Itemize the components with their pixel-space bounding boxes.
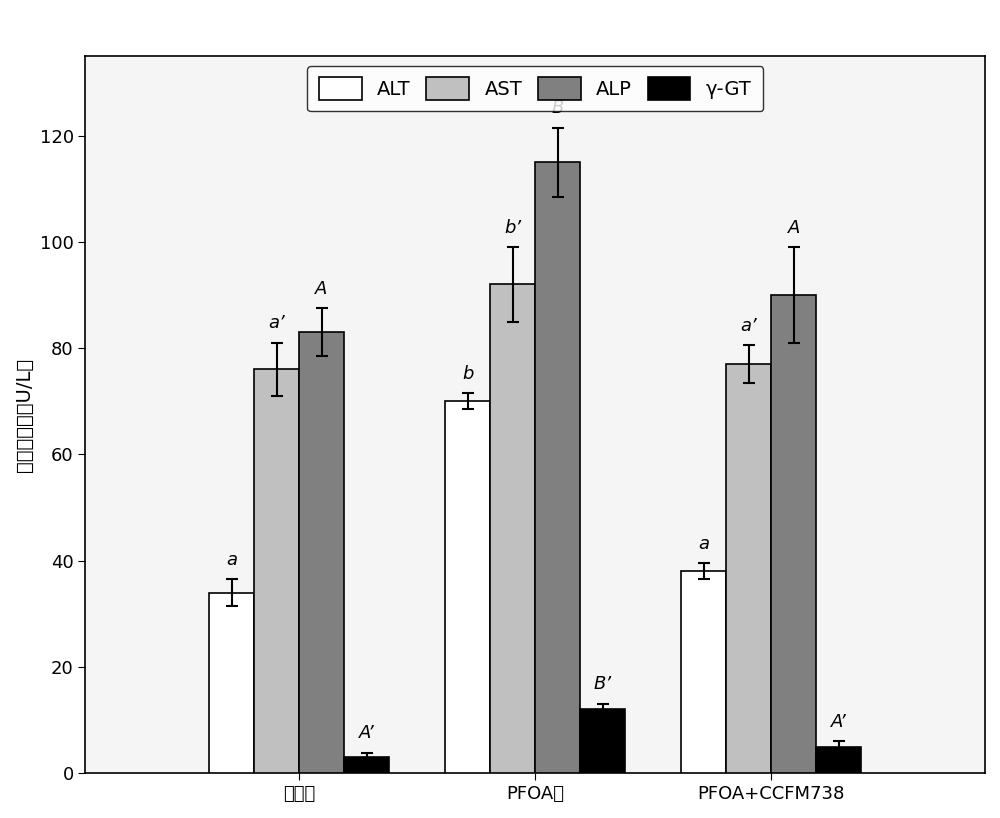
Bar xyxy=(726,364,771,773)
Text: a: a xyxy=(698,535,709,553)
Text: a’: a’ xyxy=(268,314,285,332)
Bar xyxy=(580,709,625,773)
Bar xyxy=(771,295,816,773)
Y-axis label: 血清酶活性（U/L）: 血清酶活性（U/L） xyxy=(15,357,34,472)
Bar xyxy=(344,757,389,773)
Text: b’: b’ xyxy=(504,218,521,236)
Text: B’: B’ xyxy=(594,676,612,694)
Text: A’: A’ xyxy=(359,725,374,743)
Text: B: B xyxy=(552,99,564,117)
Bar xyxy=(490,285,535,773)
Bar xyxy=(445,402,490,773)
Bar xyxy=(681,571,726,773)
Bar xyxy=(816,747,861,773)
Bar xyxy=(299,332,344,773)
Legend: ALT, AST, ALP, γ-GT: ALT, AST, ALP, γ-GT xyxy=(307,65,763,111)
Bar xyxy=(254,370,299,773)
Text: a: a xyxy=(226,551,237,569)
Bar xyxy=(209,592,254,773)
Bar xyxy=(535,162,580,773)
Text: a’: a’ xyxy=(741,317,757,335)
Text: A: A xyxy=(788,218,800,236)
Text: A’: A’ xyxy=(831,712,847,730)
Text: A: A xyxy=(315,280,328,298)
Text: b: b xyxy=(462,365,473,383)
